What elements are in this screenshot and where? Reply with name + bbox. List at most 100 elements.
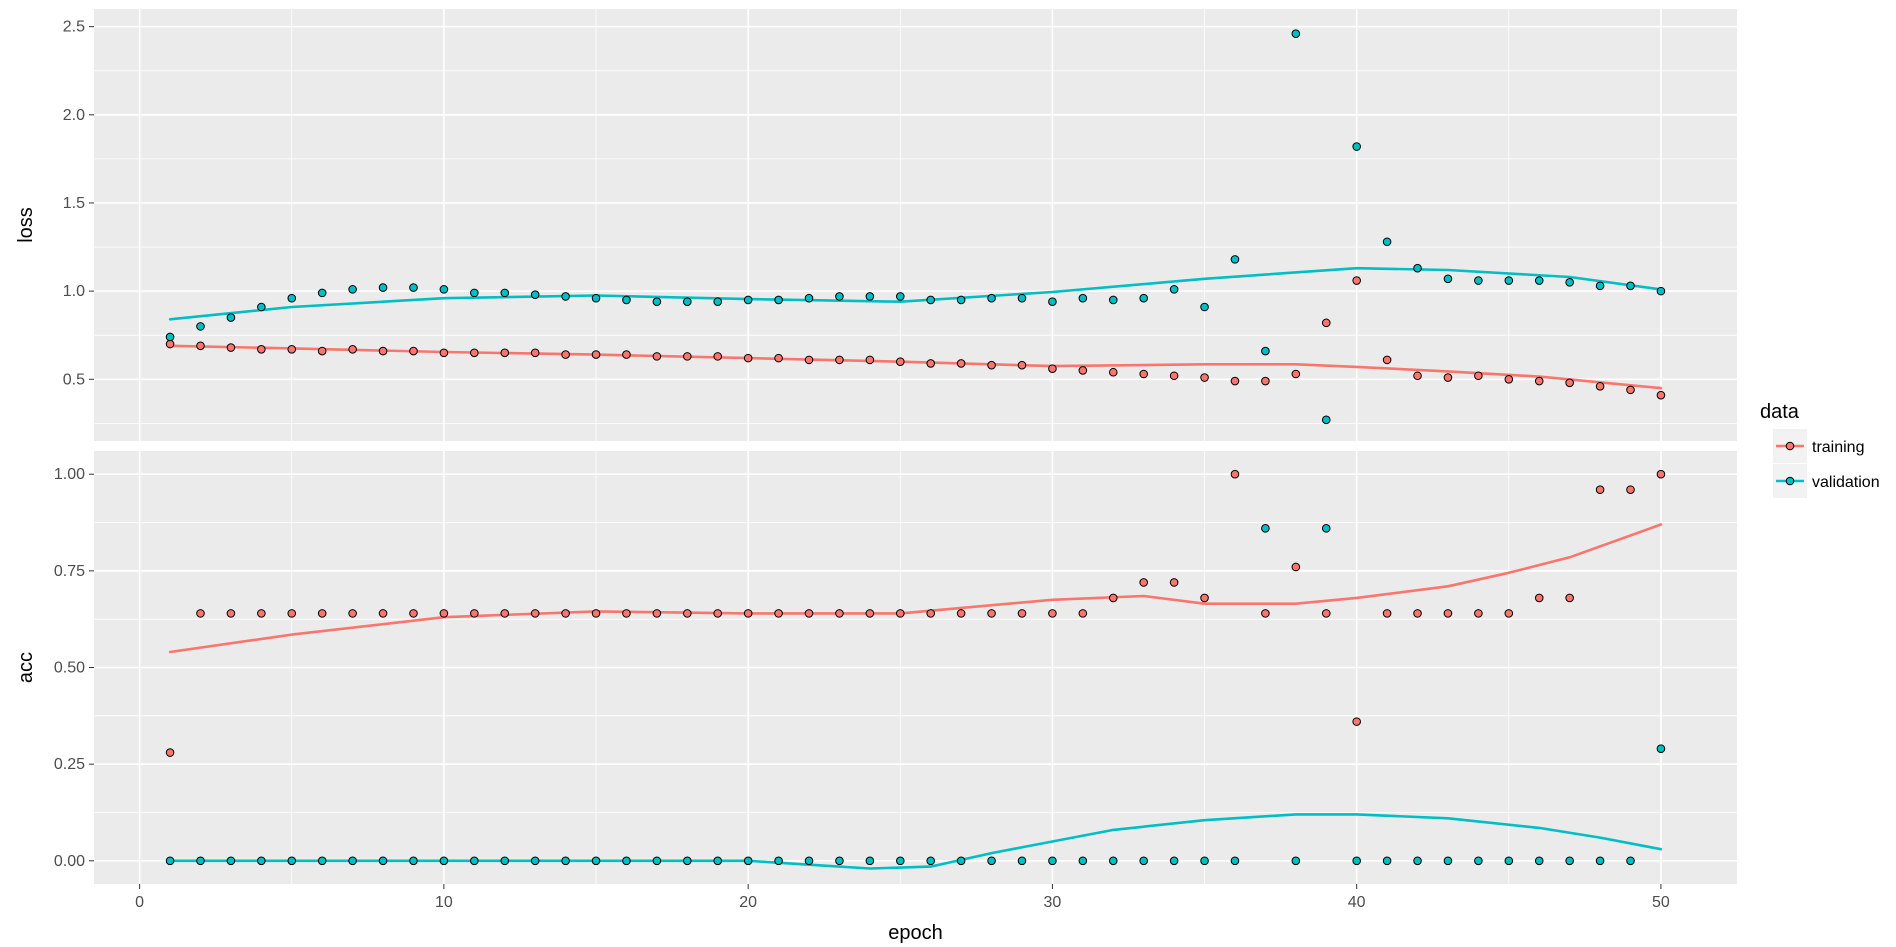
- data-point-validation: [804, 293, 814, 303]
- data-point-validation: [470, 288, 479, 298]
- data-point-validation: [895, 292, 905, 301]
- data-point-validation: [287, 293, 297, 303]
- data-point-training: [530, 348, 540, 358]
- data-point-training: [1291, 562, 1301, 572]
- data-point-validation: [1108, 295, 1118, 305]
- data-point-validation: [1382, 856, 1392, 866]
- y-tick-label: 0.00: [54, 853, 85, 870]
- data-point-validation: [1565, 856, 1574, 866]
- data-point-validation: [743, 856, 753, 866]
- data-point-training: [1504, 374, 1514, 384]
- data-point-validation: [530, 856, 540, 866]
- data-point-validation: [287, 856, 297, 866]
- y-tick-label: 0.75: [54, 563, 85, 580]
- data-point-validation: [774, 856, 783, 866]
- data-point-training: [439, 609, 449, 618]
- data-point-training: [470, 609, 479, 618]
- data-point-validation: [1200, 856, 1209, 866]
- data-point-training: [895, 609, 905, 618]
- data-point-training: [774, 609, 783, 618]
- data-point-training: [409, 346, 418, 356]
- x-tick-label: 20: [739, 894, 757, 911]
- y-axis-title: loss: [15, 207, 37, 243]
- x-tick-label: 40: [1348, 894, 1366, 911]
- data-point-validation: [1261, 524, 1270, 533]
- data-point-training: [257, 345, 266, 354]
- data-point-training: [622, 609, 631, 618]
- data-point-training: [1200, 593, 1209, 603]
- y-tick-label: 1.0: [63, 283, 85, 300]
- y-tick-label: 0.50: [54, 660, 85, 677]
- y-axis-title: acc: [15, 652, 37, 683]
- data-point-training: [1565, 593, 1574, 603]
- data-point-training: [1261, 376, 1270, 386]
- data-point-validation: [1413, 856, 1422, 866]
- data-point-validation: [1321, 415, 1331, 425]
- data-point-validation: [317, 288, 327, 298]
- data-point-training: [1291, 369, 1301, 379]
- data-point-training: [287, 609, 297, 618]
- data-point-validation: [591, 293, 601, 303]
- data-point-validation: [530, 290, 540, 299]
- data-point-validation: [1108, 856, 1118, 866]
- data-point-validation: [226, 856, 236, 866]
- data-point-training: [317, 609, 327, 618]
- data-point-training: [561, 609, 570, 618]
- legend: data training validation: [1760, 401, 1880, 498]
- data-point-validation: [500, 288, 510, 298]
- data-point-training: [895, 357, 905, 366]
- data-point-validation: [1139, 293, 1148, 303]
- data-point-validation: [165, 332, 175, 342]
- data-point-validation: [713, 297, 723, 307]
- data-point-validation: [1534, 276, 1544, 285]
- legend-item-training: training: [1773, 429, 1864, 463]
- data-point-training: [1048, 364, 1057, 374]
- data-point-training: [317, 346, 327, 356]
- data-point-validation: [652, 297, 662, 307]
- data-point-validation: [743, 295, 753, 305]
- data-point-validation: [987, 293, 996, 303]
- data-point-training: [683, 609, 692, 618]
- data-point-validation: [196, 856, 205, 866]
- data-point-validation: [1443, 274, 1453, 284]
- data-point-validation: [804, 856, 814, 866]
- x-axis-title: epoch: [888, 922, 943, 944]
- data-point-validation: [196, 322, 205, 331]
- data-point-training: [196, 609, 205, 618]
- data-point-validation: [591, 856, 601, 866]
- data-point-validation: [378, 856, 388, 866]
- data-point-training: [591, 350, 601, 359]
- data-point-validation: [1169, 285, 1179, 294]
- data-point-validation: [652, 856, 662, 866]
- data-point-validation: [165, 856, 175, 866]
- data-point-validation: [1626, 281, 1635, 291]
- data-point-validation: [1291, 856, 1301, 866]
- data-point-validation: [1048, 856, 1057, 866]
- y-tick-label: 0.25: [54, 756, 85, 773]
- data-point-training: [591, 609, 601, 618]
- data-point-training: [348, 345, 357, 354]
- data-point-training: [165, 748, 175, 757]
- y-tick-label: 1.00: [54, 466, 85, 483]
- data-point-validation: [1230, 856, 1240, 866]
- data-point-validation: [1321, 524, 1331, 533]
- facet-panels: 0.5 1.0 1.5 2.0 2.5 loss 0.00 0.25 0.50 0.75 1.00 a…: [15, 9, 1737, 911]
- data-point-validation: [956, 856, 966, 866]
- data-point-training: [1078, 366, 1088, 375]
- data-point-training: [652, 609, 662, 618]
- data-point-training: [804, 355, 814, 365]
- data-point-validation: [1017, 293, 1027, 303]
- data-point-training: [1565, 378, 1574, 388]
- data-point-training: [257, 609, 266, 618]
- data-point-training: [926, 359, 936, 368]
- data-point-validation: [1230, 255, 1240, 264]
- data-point-training: [1534, 593, 1544, 603]
- data-point-training: [561, 350, 570, 359]
- data-point-training: [1595, 382, 1605, 391]
- data-point-training: [1139, 369, 1148, 379]
- data-point-validation: [683, 297, 692, 307]
- data-point-validation: [1352, 856, 1361, 866]
- data-point-training: [1626, 385, 1635, 395]
- data-point-training: [1474, 371, 1483, 381]
